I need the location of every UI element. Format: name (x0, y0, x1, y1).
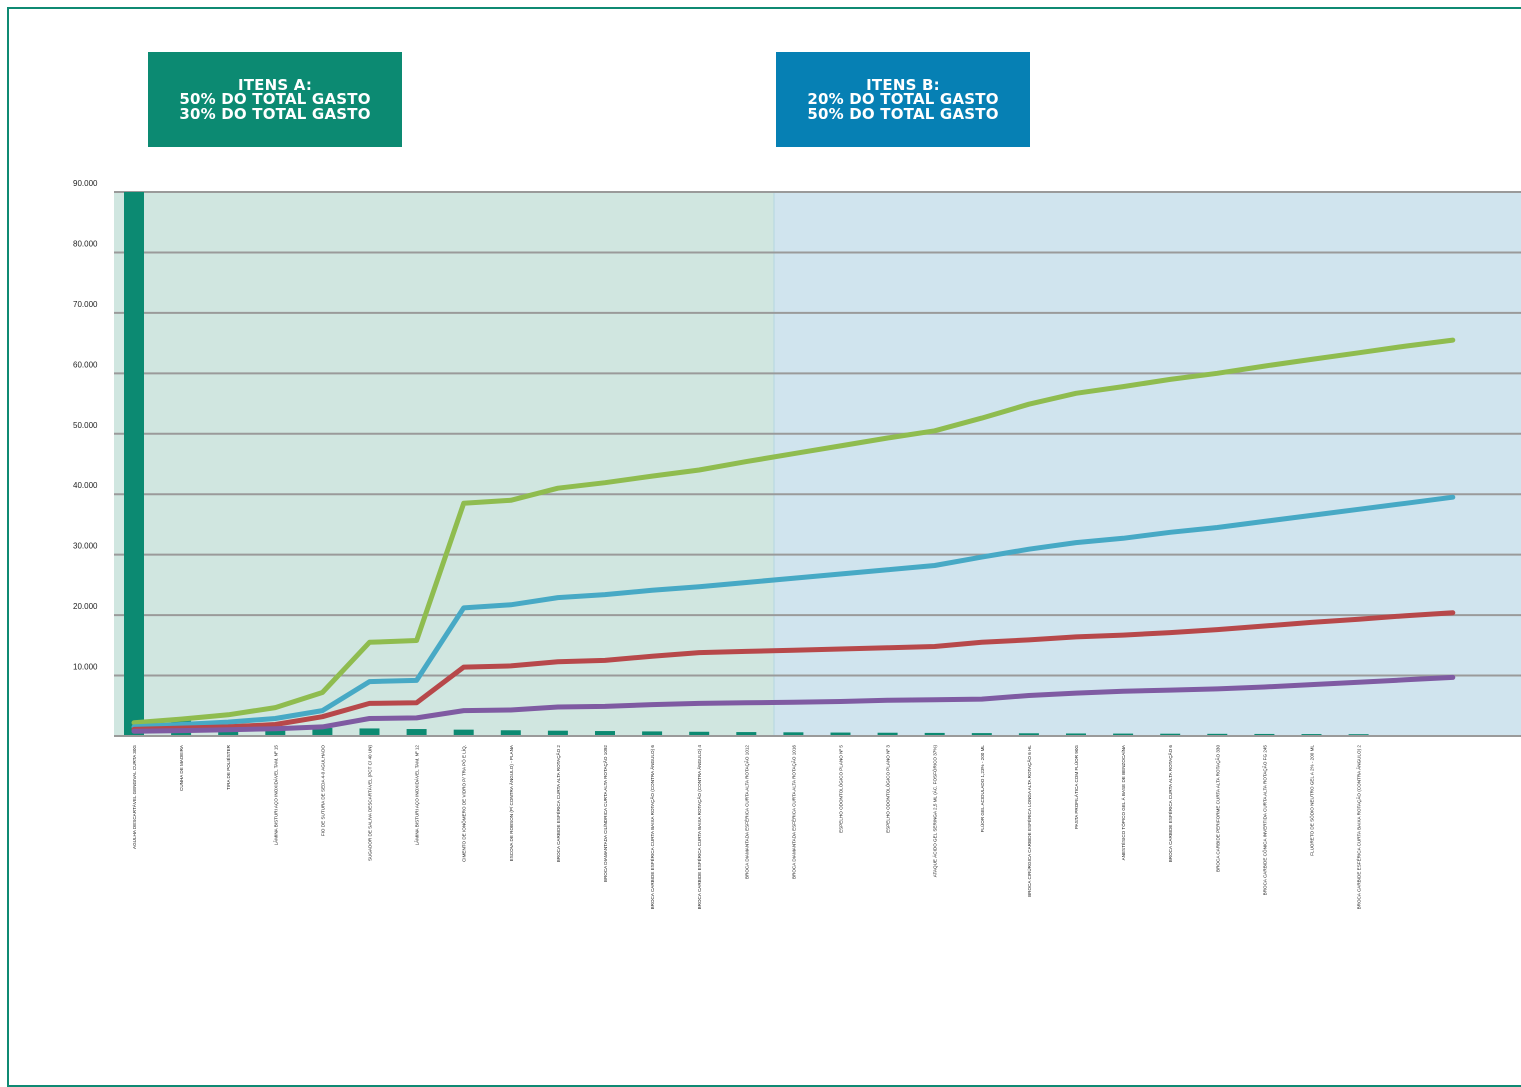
category-label: FLUORETO DE SÓDIO NEUTRO GEL A 2% - 200 … (1309, 745, 1315, 856)
zone-b-background (774, 192, 1521, 736)
category-label: LÂMINA BISTURI AÇO INOXIDÁVEL TAM. Nº 15 (272, 745, 278, 846)
series-line-4 (131, 674, 1456, 734)
category-label: ESPELHO ODONTOLÓGICO PLANO Nº 3 (885, 745, 891, 833)
category-label: ESPELHO ODONTOLÓGICO PLANO Nº 5 (838, 745, 844, 833)
y-tick-label: 10.000 (73, 663, 98, 672)
items-b-title: ITENS B: (866, 75, 940, 94)
category-label: BROCA CARBIDE ESFÉRICA CURTA ALTA ROTAÇÃ… (555, 745, 561, 863)
y-tick-label: 60.000 (73, 360, 98, 369)
bar (1066, 733, 1086, 736)
items-a-header: ITENS A: 50% DO TOTAL GASTO 30% DO TOTAL… (148, 52, 402, 147)
items-b-line-1: 20% DO TOTAL GASTO (807, 90, 999, 109)
bar (406, 729, 427, 736)
bar (1207, 733, 1228, 736)
y-tick-label: 70.000 (73, 300, 98, 309)
bar (500, 730, 521, 736)
items-b-header: ITENS B: 20% DO TOTAL GASTO 50% DO TOTAL… (776, 52, 1030, 147)
bar (1018, 733, 1039, 736)
bar (877, 732, 898, 736)
category-label: BROCA CARBIDE CÔNICA INVERTIDA CURTA ALT… (1261, 745, 1267, 896)
bar (1254, 733, 1275, 736)
bar (736, 732, 757, 736)
category-label: BROCA CARBIDE ESFÉRICA CURTA BAIXA ROTAÇ… (649, 745, 655, 910)
category-label: BROCA CARBIDE ESFÉRICA CURTA ALTA ROTAÇÃ… (1167, 745, 1173, 863)
y-tick-label: 90.000 (73, 179, 98, 188)
items-a-title: ITENS A: (237, 75, 313, 94)
bar (265, 726, 286, 736)
bar (1113, 733, 1134, 736)
bar (453, 729, 474, 736)
items-b-line-2: 50% DO TOTAL GASTO (807, 104, 999, 123)
bar (312, 727, 333, 736)
category-label: CUNHA DE MADEIRA (179, 744, 184, 791)
y-tick-label: 80.000 (73, 239, 98, 248)
category-label: TIRA DE POLIÉSTER (225, 744, 231, 790)
y-tick-label: 30.000 (73, 542, 98, 551)
bar (830, 732, 851, 736)
bar (924, 732, 945, 736)
category-label: BROCA CARBIDE PERIFORME CURTA ALTA ROTAÇ… (1214, 745, 1220, 872)
category-label: ATAQUE ÁCIDO GEL SERINGA 2,5 ML (ÁC. FOS… (932, 745, 938, 878)
category-label: PASTA PROFILÁTICA COM FLÚOR 90G (1073, 745, 1079, 829)
bar (642, 731, 663, 736)
category-label: ANESTÉSICO TÓPICO GEL À BASE DE BENZOCAÍ… (1120, 744, 1126, 860)
bar (359, 728, 380, 736)
items-a-line-1: 50% DO TOTAL GASTO (179, 90, 371, 109)
category-label: BROCA DIAMANTADA ESFÉRICA CURTA ALTA ROT… (790, 745, 796, 879)
category-label: BROCA DIAMANTADA ESFÉRICA CURTA ALTA ROT… (743, 745, 749, 879)
series-line-2 (131, 494, 1456, 730)
category-label: CIMENTO DE IONÔMERO DE VIDRO P/ TRA PÓ E… (461, 745, 467, 862)
zone-a-background (114, 192, 774, 736)
y-tick-label: 50.000 (73, 421, 98, 430)
category-label: AGULHA DESCARTÁVEL GENGIVAL CURTA 30G (131, 745, 137, 849)
bar (971, 733, 992, 736)
category-label: SUGADOR DE SALIVA DESCARTÁVEL (PCT C/ 40… (367, 745, 373, 861)
bar (783, 732, 804, 736)
y-tick-label: 40.000 (73, 481, 98, 490)
bar (547, 730, 568, 736)
category-label: LÂMINA BISTURI AÇO INOXIDÁVEL TAM. Nº 12 (414, 745, 420, 846)
category-label: BROCA CIRÚRGICA CARBIDE ESFÉRICA LONGA A… (1026, 745, 1032, 897)
y-tick-label: 20.000 (73, 602, 98, 611)
category-label: BROCA DIAMANTADA CILÍNDRICA CURTA ALTA R… (602, 745, 608, 883)
category-label: BROCA CARBIDE ESFÉRICA CURTA BAIXA ROTAÇ… (696, 745, 702, 910)
items-a-line-2: 30% DO TOTAL GASTO (179, 104, 371, 123)
bar (595, 731, 615, 736)
bar (1160, 733, 1181, 736)
category-label: BROCA CARBIDE ESFÉRICA CURTA BAIXA ROTAÇ… (1356, 745, 1362, 910)
series-line-1 (131, 337, 1456, 726)
category-label: ESCOVA DE ROBSON (P/ CONTRA ÂNGULO) - PL… (508, 744, 514, 861)
bar (689, 731, 710, 736)
category-label: FIO DE SUTURA DE SEDA 4-0 AGULHADO (320, 745, 325, 837)
bar (124, 192, 144, 736)
series-line-3 (131, 610, 1456, 732)
category-label: FLÚOR GEL ACIDULADO 1,23% - 200 ML (979, 745, 985, 833)
